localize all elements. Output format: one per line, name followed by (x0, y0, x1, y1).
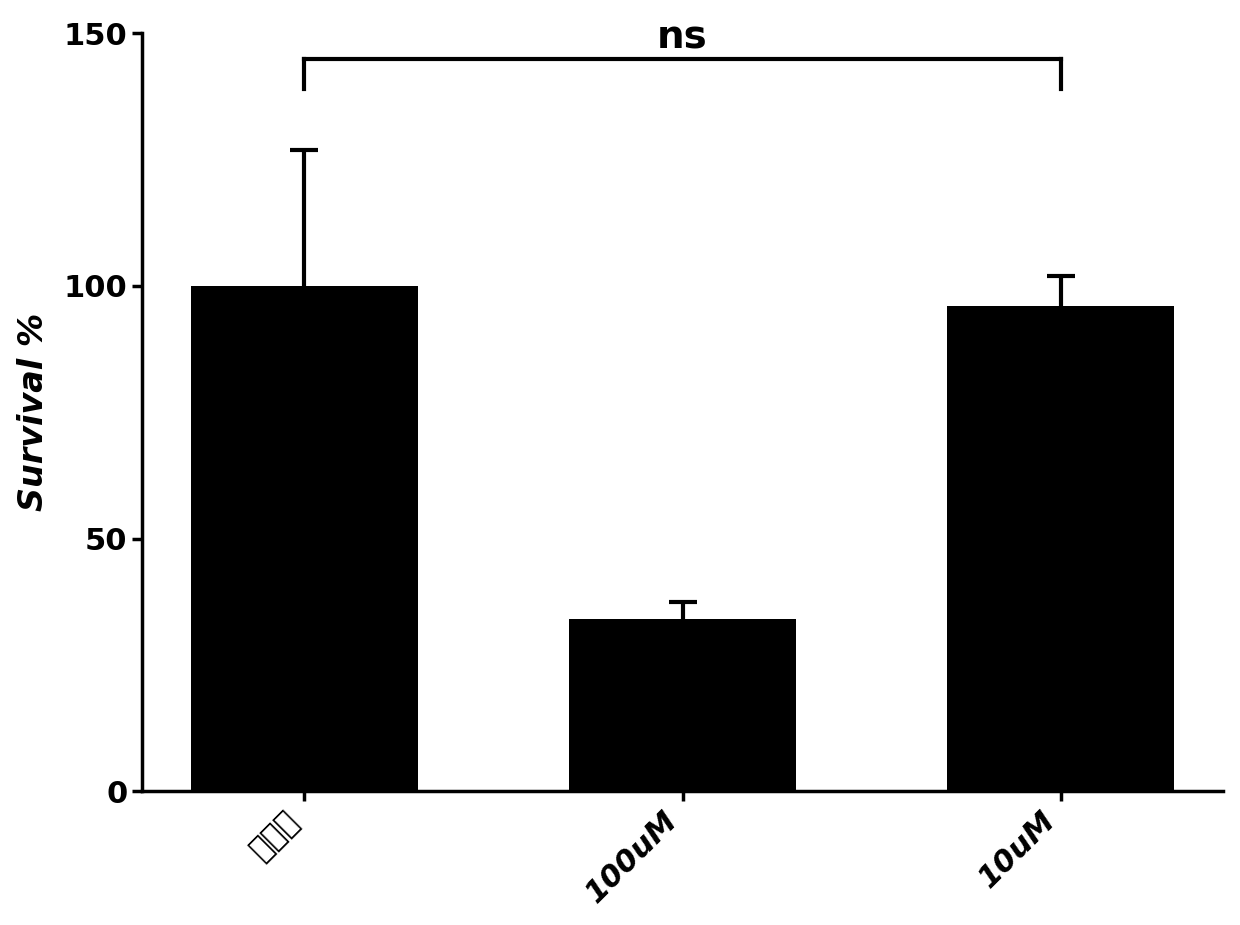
Bar (947, 306, 1174, 791)
Bar (569, 620, 796, 791)
Bar (191, 286, 418, 791)
Text: ns: ns (657, 18, 708, 56)
Y-axis label: Survival %: Survival % (16, 314, 50, 512)
